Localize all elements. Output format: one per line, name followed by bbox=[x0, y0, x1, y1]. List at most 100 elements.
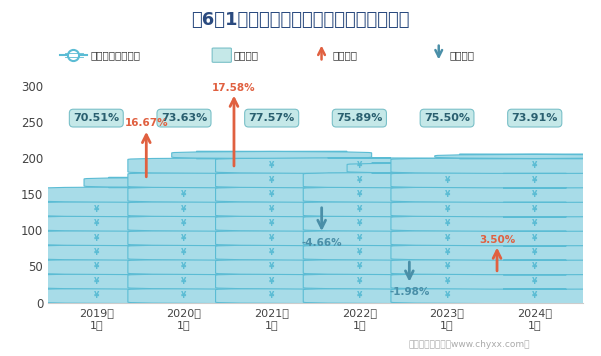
FancyBboxPatch shape bbox=[216, 230, 503, 246]
Text: ¥: ¥ bbox=[269, 219, 275, 228]
FancyBboxPatch shape bbox=[40, 288, 328, 304]
Text: ¥: ¥ bbox=[444, 219, 450, 228]
Text: ¥: ¥ bbox=[182, 190, 187, 199]
Text: ¥: ¥ bbox=[356, 176, 362, 185]
FancyBboxPatch shape bbox=[0, 288, 240, 304]
Text: 73.91%: 73.91% bbox=[511, 113, 558, 123]
Text: ¥: ¥ bbox=[269, 205, 275, 214]
Text: ¥: ¥ bbox=[532, 277, 537, 286]
FancyBboxPatch shape bbox=[304, 274, 591, 289]
Text: ¥: ¥ bbox=[94, 234, 99, 242]
Text: ¥: ¥ bbox=[532, 292, 537, 300]
FancyBboxPatch shape bbox=[304, 259, 591, 275]
Text: 75.50%: 75.50% bbox=[424, 113, 470, 123]
FancyBboxPatch shape bbox=[391, 216, 601, 231]
FancyBboxPatch shape bbox=[216, 245, 503, 260]
Text: 73.63%: 73.63% bbox=[161, 113, 207, 123]
Text: ¥: ¥ bbox=[444, 277, 450, 286]
FancyBboxPatch shape bbox=[391, 172, 601, 188]
Text: ¥: ¥ bbox=[182, 205, 187, 214]
Text: ¥: ¥ bbox=[532, 219, 537, 228]
FancyBboxPatch shape bbox=[40, 259, 328, 275]
FancyBboxPatch shape bbox=[391, 201, 601, 217]
FancyBboxPatch shape bbox=[391, 274, 601, 289]
Text: ¥: ¥ bbox=[356, 248, 362, 257]
Text: ¥: ¥ bbox=[532, 190, 537, 199]
Text: ¥: ¥ bbox=[182, 292, 187, 300]
Text: -4.66%: -4.66% bbox=[301, 238, 342, 248]
FancyBboxPatch shape bbox=[391, 158, 601, 173]
Text: ¥: ¥ bbox=[532, 205, 537, 214]
FancyBboxPatch shape bbox=[391, 230, 601, 246]
FancyBboxPatch shape bbox=[128, 172, 415, 188]
Text: 3.50%: 3.50% bbox=[479, 235, 515, 245]
FancyBboxPatch shape bbox=[40, 201, 328, 217]
Text: ¥: ¥ bbox=[356, 205, 362, 214]
Text: ¥: ¥ bbox=[532, 161, 537, 170]
FancyBboxPatch shape bbox=[347, 163, 547, 173]
FancyBboxPatch shape bbox=[216, 274, 503, 289]
Text: ¥: ¥ bbox=[356, 219, 362, 228]
FancyBboxPatch shape bbox=[128, 288, 415, 304]
Text: 同比减少: 同比减少 bbox=[450, 50, 475, 60]
Text: 70.51%: 70.51% bbox=[73, 113, 120, 123]
Text: ¥: ¥ bbox=[444, 205, 450, 214]
Text: 制图：智研咨询（www.chyxx.com）: 制图：智研咨询（www.chyxx.com） bbox=[409, 340, 530, 349]
Text: -1.98%: -1.98% bbox=[389, 288, 430, 298]
Text: ¥: ¥ bbox=[182, 262, 187, 272]
Text: 16.67%: 16.67% bbox=[124, 118, 168, 128]
FancyBboxPatch shape bbox=[304, 172, 591, 188]
Text: ¥: ¥ bbox=[269, 190, 275, 199]
FancyBboxPatch shape bbox=[0, 230, 240, 246]
FancyBboxPatch shape bbox=[435, 154, 601, 159]
FancyBboxPatch shape bbox=[128, 245, 415, 260]
FancyBboxPatch shape bbox=[128, 230, 415, 246]
FancyBboxPatch shape bbox=[128, 201, 415, 217]
Text: ¥: ¥ bbox=[182, 234, 187, 242]
FancyBboxPatch shape bbox=[304, 230, 591, 246]
FancyBboxPatch shape bbox=[172, 151, 371, 159]
FancyBboxPatch shape bbox=[40, 274, 328, 289]
Text: ¥: ¥ bbox=[444, 262, 450, 272]
Text: 17.58%: 17.58% bbox=[212, 83, 256, 93]
Text: ¥: ¥ bbox=[356, 262, 362, 272]
FancyBboxPatch shape bbox=[216, 172, 503, 188]
FancyBboxPatch shape bbox=[128, 274, 415, 289]
Text: ¥: ¥ bbox=[182, 248, 187, 257]
Text: 75.89%: 75.89% bbox=[336, 113, 383, 123]
Text: ¥: ¥ bbox=[269, 292, 275, 300]
FancyBboxPatch shape bbox=[128, 158, 415, 173]
Text: ¥: ¥ bbox=[94, 262, 99, 272]
Text: ¥: ¥ bbox=[444, 190, 450, 199]
Text: ¥: ¥ bbox=[444, 234, 450, 242]
FancyBboxPatch shape bbox=[0, 274, 240, 289]
Text: ¥: ¥ bbox=[356, 234, 362, 242]
Text: ¥: ¥ bbox=[182, 219, 187, 228]
Text: ¥: ¥ bbox=[94, 292, 99, 300]
Text: ¥: ¥ bbox=[94, 248, 99, 257]
Text: ¥: ¥ bbox=[444, 248, 450, 257]
FancyBboxPatch shape bbox=[128, 187, 415, 203]
Text: ¥: ¥ bbox=[94, 205, 99, 214]
FancyBboxPatch shape bbox=[391, 245, 601, 260]
FancyBboxPatch shape bbox=[391, 187, 601, 203]
FancyBboxPatch shape bbox=[304, 216, 591, 231]
FancyBboxPatch shape bbox=[40, 245, 328, 260]
Text: ¥: ¥ bbox=[532, 262, 537, 272]
FancyBboxPatch shape bbox=[0, 259, 240, 275]
Text: ¥: ¥ bbox=[269, 176, 275, 185]
FancyBboxPatch shape bbox=[304, 187, 591, 203]
Text: ¥: ¥ bbox=[94, 277, 99, 286]
FancyBboxPatch shape bbox=[216, 288, 503, 304]
FancyBboxPatch shape bbox=[216, 201, 503, 217]
Text: ¥: ¥ bbox=[94, 219, 99, 228]
Text: 寿险占比: 寿险占比 bbox=[233, 50, 258, 60]
Text: 近6年1月江西省累计原保险保费收入统计图: 近6年1月江西省累计原保险保费收入统计图 bbox=[191, 11, 410, 29]
FancyBboxPatch shape bbox=[0, 192, 197, 202]
FancyBboxPatch shape bbox=[40, 230, 328, 246]
Text: ¥: ¥ bbox=[356, 292, 362, 300]
FancyBboxPatch shape bbox=[391, 288, 601, 304]
FancyBboxPatch shape bbox=[0, 216, 240, 231]
Text: ¥: ¥ bbox=[269, 234, 275, 242]
Text: ¥: ¥ bbox=[356, 277, 362, 286]
